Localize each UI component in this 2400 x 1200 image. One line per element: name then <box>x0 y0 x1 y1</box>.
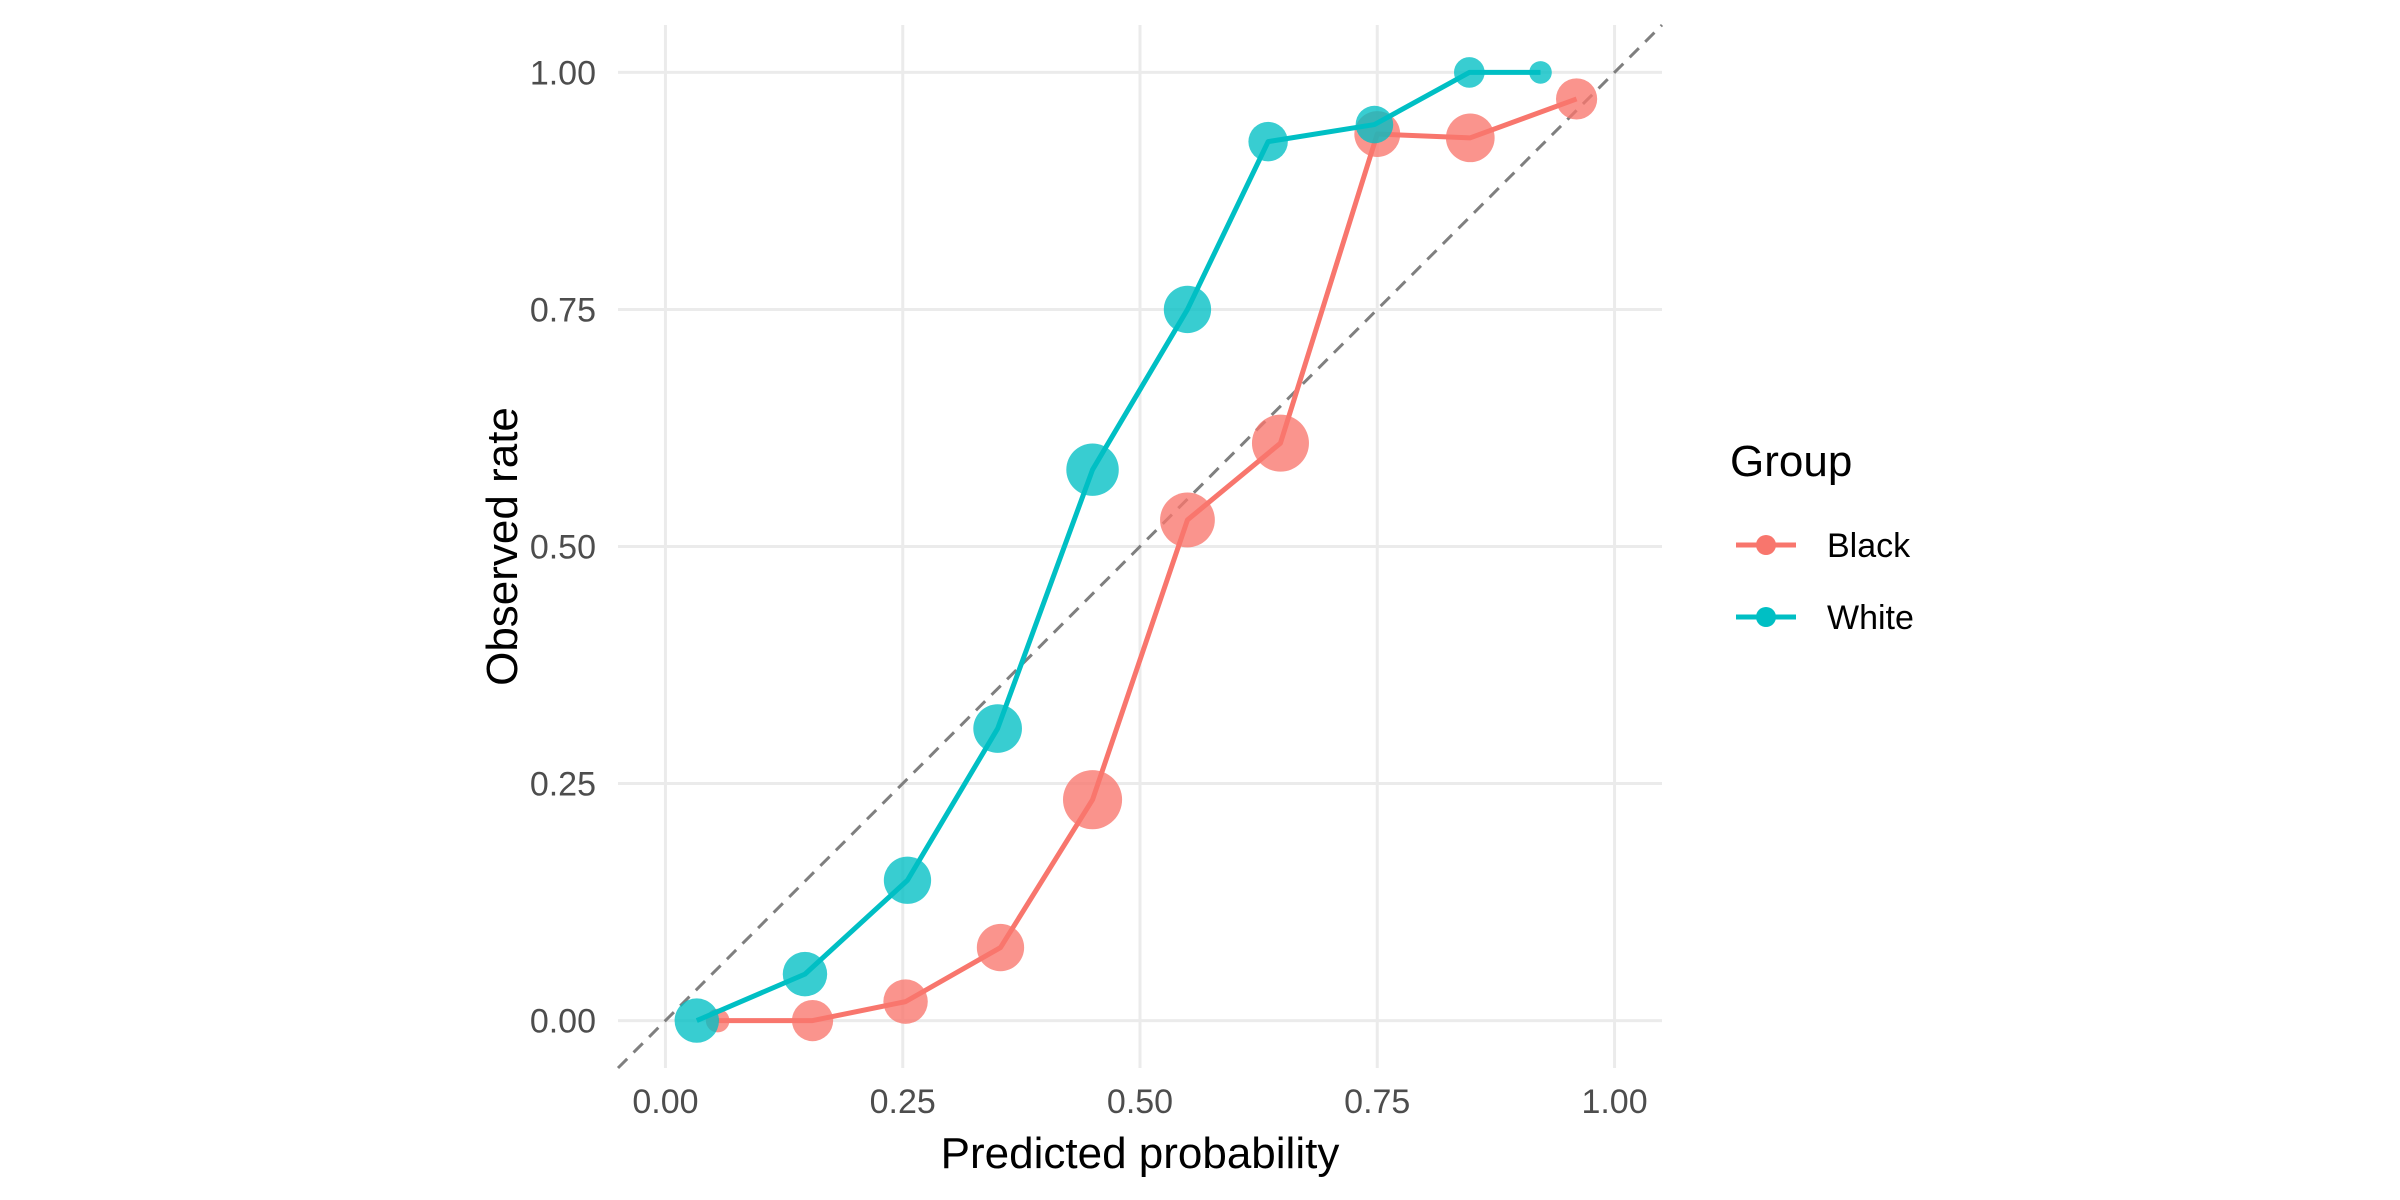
data-point-white <box>782 951 828 997</box>
data-point-white <box>1066 443 1119 496</box>
data-point-white <box>1163 285 1212 334</box>
legend-items: Black White <box>1736 527 1914 637</box>
data-point-black <box>1062 770 1123 830</box>
series-layer <box>674 57 1598 1043</box>
series-line-black <box>717 96 1578 1024</box>
data-point-black <box>976 923 1025 972</box>
data-point-black <box>1251 414 1309 472</box>
data-point-white <box>1248 121 1288 162</box>
y-axis-title: Observed rate <box>478 407 527 686</box>
x-tick-label: 0.00 <box>632 1083 698 1121</box>
x-tick-label: 1.00 <box>1581 1083 1647 1121</box>
y-tick-label: 0.50 <box>530 529 596 567</box>
x-axis-ticks: 0.00 0.25 0.50 0.75 1.00 <box>632 1083 1647 1121</box>
legend-key-dot <box>1756 535 1776 555</box>
y-tick-label: 0.00 <box>530 1003 596 1041</box>
legend-label-white: White <box>1827 599 1914 637</box>
data-point-white <box>1355 105 1394 144</box>
legend-key-dot <box>1756 607 1776 627</box>
legend-label-black: Black <box>1827 527 1911 565</box>
reference-layer <box>616 23 1664 1070</box>
data-point-white <box>1529 61 1552 84</box>
x-tick-label: 0.25 <box>870 1083 936 1121</box>
legend: Group Black White <box>1730 437 1914 637</box>
legend-item-white: White <box>1736 599 1914 637</box>
y-tick-label: 1.00 <box>530 54 596 92</box>
y-tick-label: 0.75 <box>530 291 596 329</box>
y-axis-ticks: 0.00 0.25 0.50 0.75 1.00 <box>530 54 596 1040</box>
data-point-black <box>791 999 834 1042</box>
data-point-white <box>674 998 719 1043</box>
data-point-black <box>883 979 928 1024</box>
data-point-black <box>1445 113 1495 163</box>
reference-diagonal-line <box>616 23 1664 1070</box>
data-point-white <box>1454 57 1485 88</box>
data-point-white <box>883 856 932 904</box>
legend-title: Group <box>1730 437 1852 486</box>
x-tick-label: 0.75 <box>1344 1083 1410 1121</box>
series-line-white <box>695 69 1541 1023</box>
x-tick-label: 0.50 <box>1107 1083 1173 1121</box>
legend-item-black: Black <box>1736 527 1911 565</box>
data-point-black <box>1160 492 1215 548</box>
data-point-black <box>1555 78 1598 120</box>
x-axis-title: Predicted probability <box>941 1129 1340 1178</box>
data-point-white <box>973 704 1022 753</box>
y-tick-label: 0.25 <box>530 766 596 804</box>
